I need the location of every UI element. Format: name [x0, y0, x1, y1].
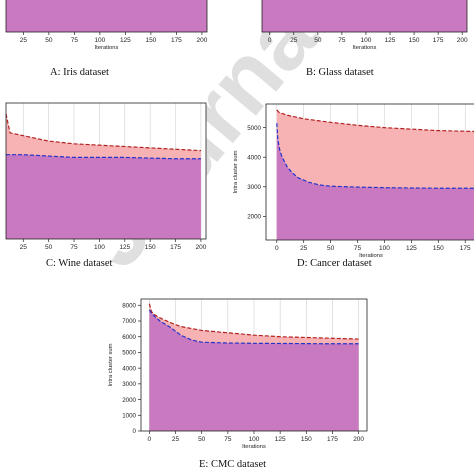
y-tick-label: 3000 [247, 184, 261, 191]
y-tick-label: 4000 [122, 365, 136, 372]
series-area-purple [262, 0, 467, 32]
x-tick-label: 200 [195, 244, 206, 251]
y-tick-label: 2000 [122, 397, 136, 404]
y-axis-label: Intra cluster sum [233, 150, 239, 193]
x-tick-label: 25 [172, 436, 180, 443]
x-tick-label: 25 [290, 37, 298, 44]
x-tick-label: 25 [20, 244, 28, 251]
x-tick-label: 125 [120, 37, 131, 44]
y-tick-label: 8000 [122, 302, 136, 309]
x-tick-label: 125 [119, 244, 130, 251]
x-tick-label: 100 [94, 37, 105, 44]
x-tick-label: 50 [198, 436, 206, 443]
series-area-blue [276, 123, 474, 240]
x-tick-label: 50 [45, 37, 53, 44]
x-tick-label: 175 [171, 37, 182, 44]
x-tick-label: 75 [354, 245, 362, 252]
series-line-blue [6, 154, 201, 160]
x-tick-label: 150 [409, 37, 420, 44]
x-tick-label: 0 [148, 436, 152, 443]
x-tick-label: 100 [379, 245, 390, 252]
plot-frame [5, 102, 207, 240]
caption-B: B: Glass dataset [306, 67, 374, 78]
x-axis-label: Iterations [95, 45, 119, 51]
x-tick-label: 75 [224, 436, 232, 443]
y-tick-label: 2000 [247, 214, 261, 221]
x-tick-label: 50 [45, 244, 53, 251]
x-tick-label: 25 [300, 245, 308, 252]
caption-D: D: Cancer dataset [297, 258, 372, 269]
plot-frame [265, 103, 474, 241]
x-tick-label: 150 [145, 244, 156, 251]
x-tick-label: 75 [338, 37, 346, 44]
y-tick-label: 3000 [122, 381, 136, 388]
x-tick-label: 175 [170, 244, 181, 251]
x-tick-label: 25 [20, 37, 28, 44]
x-tick-label: 125 [385, 37, 396, 44]
series-area-blue [6, 154, 201, 239]
series-line-blue [148, 309, 359, 345]
caption-E: E: CMC dataset [199, 459, 267, 470]
series-area-purple [6, 0, 207, 32]
x-tick-label: 150 [145, 37, 156, 44]
series-line-blue [276, 123, 474, 189]
x-tick-label: 125 [275, 436, 286, 443]
x-tick-label: 150 [301, 436, 312, 443]
x-tick-label: 0 [268, 37, 272, 44]
y-tick-label: 6000 [122, 334, 136, 341]
y-tick-label: 5000 [247, 125, 261, 132]
x-tick-label: 100 [249, 436, 260, 443]
x-tick-label: 200 [457, 37, 468, 44]
x-tick-label: 175 [433, 37, 444, 44]
x-tick-label: 100 [361, 37, 372, 44]
series-line-red [148, 303, 359, 340]
y-tick-label: 0 [133, 428, 137, 435]
plot-frame [5, 0, 208, 33]
y-tick-label: 7000 [122, 318, 136, 325]
x-tick-label: 150 [433, 245, 444, 252]
series-line-red [276, 109, 474, 133]
x-tick-label: 0 [275, 245, 279, 252]
x-tick-label: 50 [314, 37, 322, 44]
x-tick-label: 100 [94, 244, 105, 251]
x-tick-label: 125 [406, 245, 417, 252]
x-tick-label: 175 [460, 245, 471, 252]
plot-frame [261, 0, 468, 33]
series-area-blue [149, 310, 359, 431]
x-tick-label: 200 [196, 37, 207, 44]
y-tick-label: 1000 [122, 412, 136, 419]
x-axis-label: Iterations [242, 444, 266, 450]
x-tick-label: 200 [353, 436, 364, 443]
caption-A: A: Iris dataset [50, 67, 109, 78]
x-tick-label: 175 [327, 436, 338, 443]
y-tick-label: 5000 [122, 350, 136, 357]
y-axis-label: Intra cluster sum [108, 343, 114, 386]
y-tick-label: 4000 [247, 154, 261, 161]
x-axis-label: Iterations [359, 253, 383, 259]
caption-C: C: Wine dataset [46, 258, 113, 269]
x-tick-label: 50 [327, 245, 335, 252]
x-axis-label: Iterations [353, 45, 377, 51]
x-tick-label: 75 [70, 244, 78, 251]
series-line-red [5, 113, 201, 152]
x-tick-label: 75 [71, 37, 79, 44]
